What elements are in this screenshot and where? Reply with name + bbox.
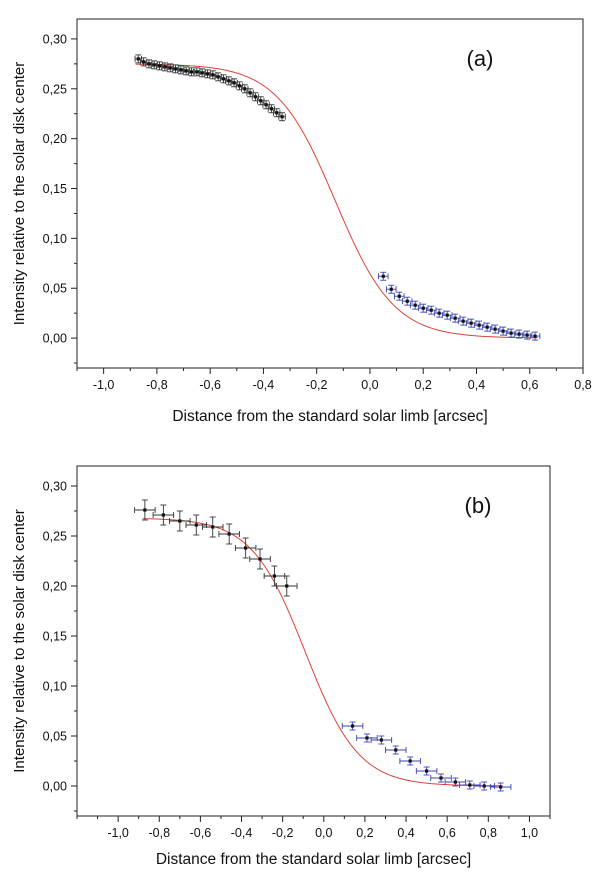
data-point [341,721,364,731]
x-tick-label: 0,6 [521,378,538,392]
panel-b: -1,0 -0,8 -0,6 -0,4 -0,2 0,0 0,2 0,4 0,6 0,8 1,0 0,… [11,465,551,868]
data-point [370,735,393,745]
x-tick-label: -1,0 [93,378,115,392]
x-tick-label: 0,4 [397,826,414,840]
x-tick-label: -0,2 [306,378,328,392]
y-tick-label: 0,00 [43,332,67,346]
fit-line [142,518,503,787]
panel-label-b: (b) [465,493,492,518]
x-tick-label: 0,8 [480,826,497,840]
data-point [385,745,407,755]
y-tick-label: 0,00 [43,780,67,794]
x-axis-title-b: Distance from the standard solar limb [a… [156,851,471,868]
panel-label-a: (a) [467,46,494,71]
data-point [185,514,208,536]
data-point [513,329,525,339]
data-point [489,324,501,334]
data-point [465,318,477,328]
data-point [169,510,191,532]
y-axis-title-a: Intensity relative to the solar disk cen… [11,62,28,325]
x-tick-label: 0,4 [468,378,485,392]
data-point [489,782,512,792]
data-point [356,733,378,743]
data-point [459,780,481,790]
plot-frame-b [76,465,551,817]
data-point [378,271,389,281]
y-tick-label: 0,25 [43,82,67,96]
axis-ticks-a: -1,0 -0,8 -0,6 -0,4 -0,2 0,0 0,2 0,4 0,6 0,8 0,00 0… [43,32,592,392]
data-points-b [134,499,512,792]
y-tick-label: 0,25 [43,530,67,544]
data-point [401,296,413,306]
x-tick-label: 1,0 [521,826,538,840]
x-tick-label: 0,8 [574,378,591,392]
data-point [399,756,421,766]
data-point [152,504,175,526]
x-tick-label: -0,4 [253,378,275,392]
x-tick-label: 0,0 [361,378,378,392]
data-point [134,499,156,521]
y-tick-label: 0,20 [43,580,67,594]
data-point [481,322,493,332]
data-points-a [134,54,541,341]
data-point [473,781,495,791]
y-tick-label: 0,20 [43,132,67,146]
x-axis-title-a: Distance from the standard solar limb [a… [172,408,487,425]
axis-ticks-b: -1,0 -0,8 -0,6 -0,4 -0,2 0,0 0,2 0,4 0,6 0,8 1,0 0,… [43,480,551,840]
fit-curve-a [135,63,538,339]
y-tick-label: 0,30 [43,480,67,494]
data-point [425,305,437,315]
y-tick-label: 0,10 [43,232,67,246]
y-tick-label: 0,05 [43,282,67,296]
data-point [415,766,438,776]
x-tick-label: -0,8 [146,378,168,392]
fit-line [135,63,538,339]
y-tick-label: 0,05 [43,730,67,744]
data-point [497,326,509,336]
fit-curve-b [142,518,503,787]
y-tick-label: 0,15 [43,182,67,196]
data-point [430,773,452,783]
y-tick-label: 0,15 [43,630,67,644]
y-tick-label: 0,10 [43,680,67,694]
data-point [218,523,240,545]
data-point [276,575,298,597]
data-point [278,112,286,122]
plot-frame-a [76,18,584,369]
x-tick-label: 0,2 [415,378,432,392]
x-tick-label: -1,0 [107,826,129,840]
data-point [386,284,397,294]
data-point [529,331,541,341]
data-point [262,100,270,110]
x-tick-label: -0,8 [148,826,170,840]
x-tick-label: -0,6 [190,826,212,840]
data-point [409,300,421,310]
x-tick-label: 0,6 [438,826,455,840]
data-point [263,565,286,587]
data-point [444,777,467,787]
x-tick-label: -0,6 [199,378,221,392]
data-point [393,291,405,301]
data-point [201,516,224,538]
y-tick-label: 0,30 [43,32,67,46]
data-point [249,548,271,570]
x-tick-label: -0,2 [272,826,294,840]
y-axis-title-b: Intensity relative to the solar disk cen… [11,509,28,772]
x-tick-label: 0,0 [315,826,332,840]
data-point [251,92,260,102]
data-point [234,537,257,559]
x-tick-label: 0,2 [356,826,373,840]
panel-a: -1,0 -0,8 -0,6 -0,4 -0,2 0,0 0,2 0,4 0,6 0,8 0,00 0… [11,18,592,425]
x-tick-label: -0,4 [231,826,253,840]
